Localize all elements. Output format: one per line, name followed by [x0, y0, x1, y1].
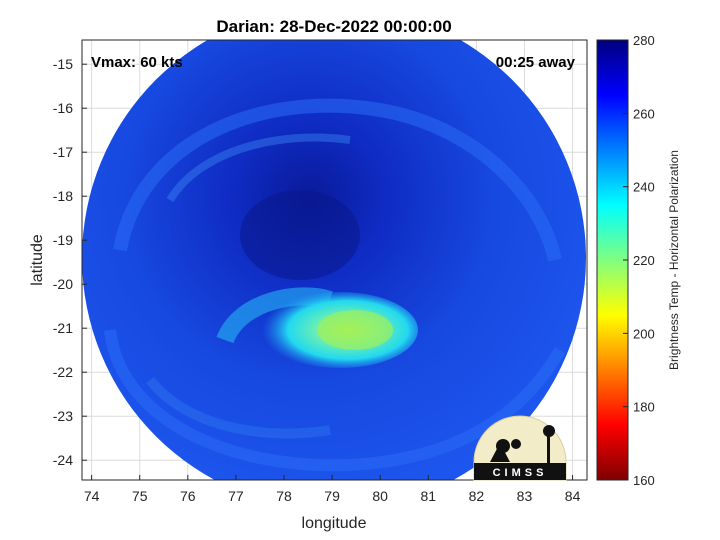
- y-axis-label: latitude: [29, 234, 46, 286]
- colorbar-tick-label: 260: [633, 106, 655, 121]
- y-tick-label: -24: [53, 452, 73, 468]
- y-ticks: -15 -16 -17 -18 -19 -20 -21 -22 -23 -24: [53, 56, 87, 468]
- x-tick-label: 79: [324, 488, 340, 504]
- chart-title: Darian: 28-Dec-2022 00:00:00: [216, 17, 451, 36]
- y-tick-label: -16: [53, 100, 73, 116]
- x-tick-label: 82: [469, 488, 485, 504]
- vmax-annotation: Vmax: 60 kts: [91, 54, 183, 71]
- x-tick-label: 80: [372, 488, 388, 504]
- colorbar-tick-label: 280: [633, 33, 655, 48]
- y-tick-label: -17: [53, 144, 73, 160]
- x-tick-label: 74: [84, 488, 100, 504]
- y-tick-label: -19: [53, 232, 73, 248]
- x-tick-label: 76: [180, 488, 196, 504]
- y-tick-label: -18: [53, 188, 73, 204]
- colorbar-tick-label: 240: [633, 180, 655, 195]
- y-tick-label: -21: [53, 320, 73, 336]
- y-tick-label: -15: [53, 56, 73, 72]
- x-tick-label: 75: [132, 488, 148, 504]
- y-tick-label: -23: [53, 408, 73, 424]
- y-tick-label: -22: [53, 364, 73, 380]
- colorbar-ticks: 160 180 200 220 240 260 280: [623, 33, 655, 488]
- x-tick-label: 83: [517, 488, 533, 504]
- colorbar-tick-label: 180: [633, 400, 655, 415]
- colorbar-tick-label: 220: [633, 253, 655, 268]
- colorbar-tick-label: 160: [633, 473, 655, 488]
- x-axis-label: longitude: [302, 515, 367, 532]
- x-tick-label: 84: [565, 488, 581, 504]
- cimss-logo-text: CIMSS: [493, 467, 548, 479]
- x-tick-label: 77: [228, 488, 244, 504]
- y-tick-label: -20: [53, 276, 73, 292]
- x-tick-label: 78: [276, 488, 292, 504]
- x-ticks: 74 75 76 77 78 79 80 81 82 83 84: [84, 475, 581, 504]
- plot-frame: [81, 39, 588, 481]
- colorbar-tick-label: 200: [633, 326, 655, 341]
- spiral-bands: [104, 98, 566, 472]
- colorbar: [596, 39, 629, 481]
- cimss-logo: CIMSS: [473, 415, 567, 481]
- colorbar-label: Brightness Temp - Horizontal Polarizatio…: [667, 150, 681, 370]
- time-annotation: 00:25 away: [496, 54, 576, 71]
- x-tick-label: 81: [420, 488, 436, 504]
- swath-image: [82, 40, 586, 480]
